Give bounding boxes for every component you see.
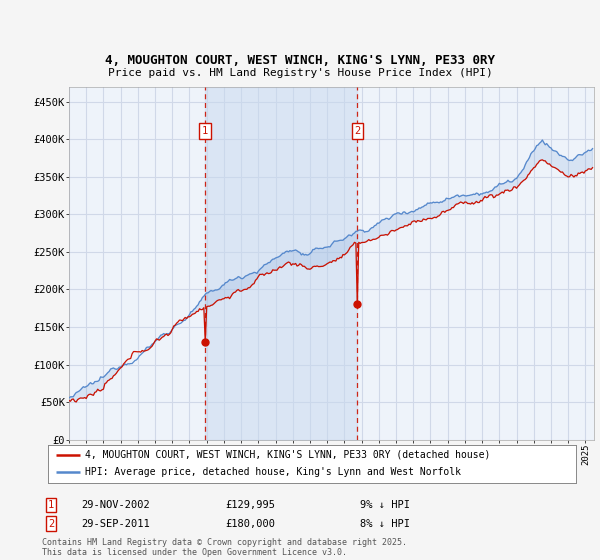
Text: 8% ↓ HPI: 8% ↓ HPI: [360, 519, 410, 529]
Text: HPI: Average price, detached house, King's Lynn and West Norfolk: HPI: Average price, detached house, King…: [85, 468, 461, 478]
Text: Contains HM Land Registry data © Crown copyright and database right 2025.
This d: Contains HM Land Registry data © Crown c…: [42, 538, 407, 557]
Text: £180,000: £180,000: [225, 519, 275, 529]
Text: 9% ↓ HPI: 9% ↓ HPI: [360, 500, 410, 510]
Text: 1: 1: [202, 126, 208, 136]
Text: £129,995: £129,995: [225, 500, 275, 510]
Text: 2: 2: [48, 519, 54, 529]
Text: 29-NOV-2002: 29-NOV-2002: [81, 500, 150, 510]
Text: 4, MOUGHTON COURT, WEST WINCH, KING'S LYNN, PE33 0RY (detached house): 4, MOUGHTON COURT, WEST WINCH, KING'S LY…: [85, 450, 490, 460]
Text: 1: 1: [48, 500, 54, 510]
Text: 4, MOUGHTON COURT, WEST WINCH, KING'S LYNN, PE33 0RY: 4, MOUGHTON COURT, WEST WINCH, KING'S LY…: [105, 54, 495, 67]
Text: 29-SEP-2011: 29-SEP-2011: [81, 519, 150, 529]
Text: Price paid vs. HM Land Registry's House Price Index (HPI): Price paid vs. HM Land Registry's House …: [107, 68, 493, 78]
Text: 2: 2: [354, 126, 361, 136]
